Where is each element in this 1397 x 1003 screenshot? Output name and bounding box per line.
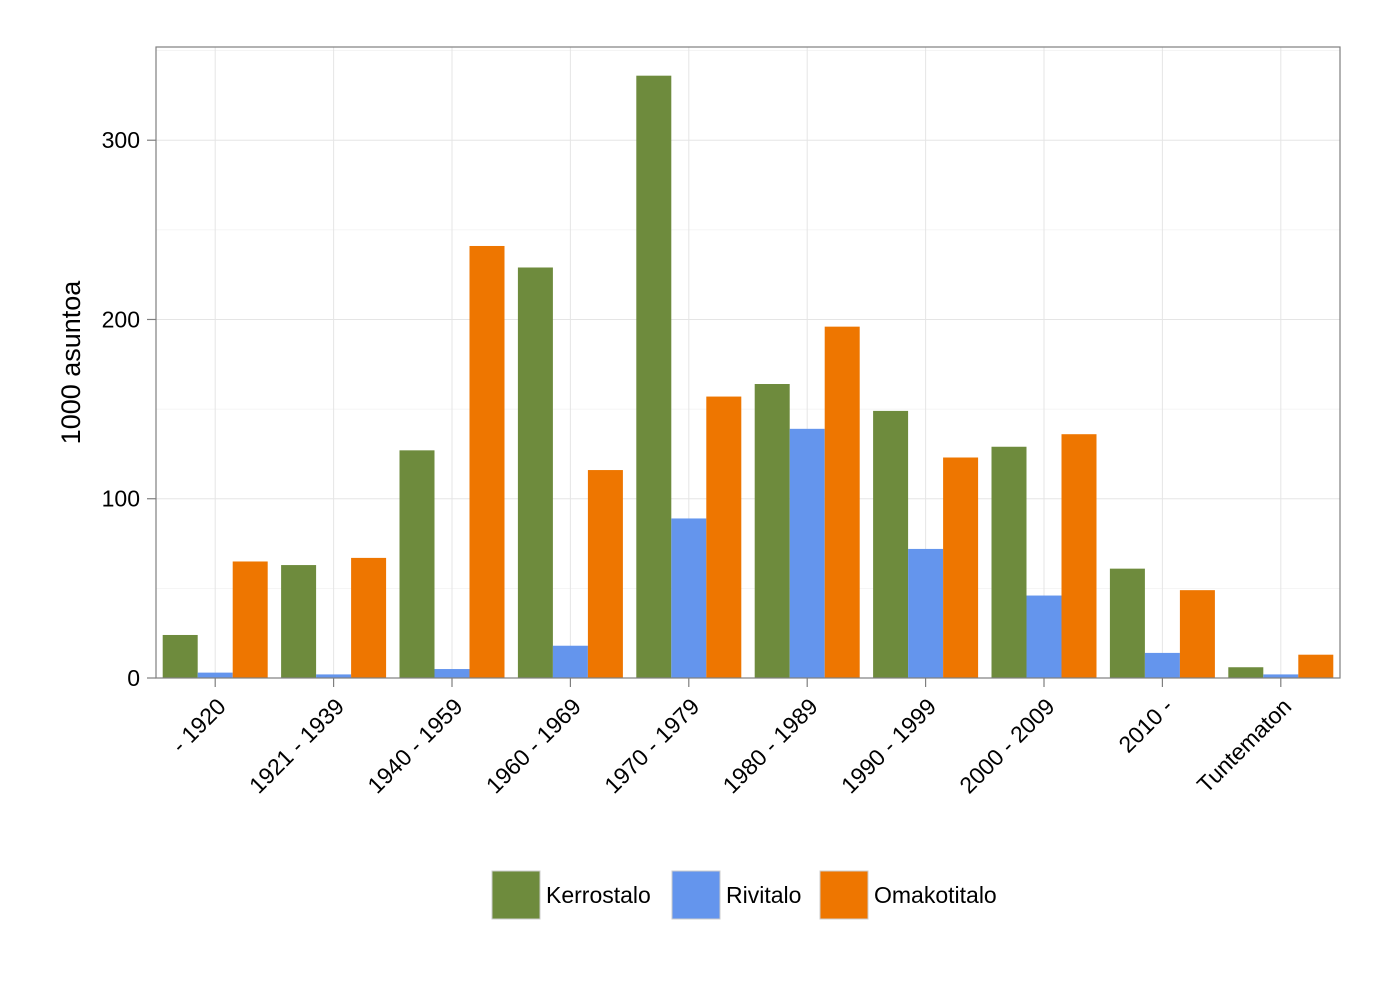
y-axis-label: 1000 asuntoa — [56, 280, 86, 445]
legend-key-rivitalo — [671, 870, 721, 920]
bar-omakotitalo-1 — [351, 557, 387, 678]
plot-panel-border — [155, 46, 1341, 679]
y-tick-label: 0 — [127, 665, 140, 691]
bar-rivitalo-0 — [197, 672, 233, 678]
x-tick-label: Tuntematon — [1192, 693, 1297, 798]
bar-kerrostalo-5 — [754, 384, 790, 678]
bar-kerrostalo-2 — [399, 450, 435, 678]
bar-kerrostalo-1 — [281, 565, 317, 678]
x-tick-label: 1980 - 1989 — [718, 693, 823, 798]
x-tick-label: 2010 - — [1113, 693, 1178, 758]
bar-kerrostalo-9 — [1228, 667, 1264, 678]
bar-omakotitalo-7 — [1061, 434, 1097, 678]
bar-rivitalo-5 — [789, 428, 825, 678]
bar-rivitalo-7 — [1026, 595, 1062, 678]
bar-omakotitalo-6 — [943, 457, 979, 678]
y-tick-label: 200 — [102, 306, 140, 332]
y-tick-label: 300 — [102, 127, 140, 153]
bar-rivitalo-4 — [671, 518, 707, 678]
bar-kerrostalo-8 — [1109, 568, 1145, 678]
legend-key-kerrostalo — [491, 870, 541, 920]
bar-rivitalo-9 — [1263, 674, 1299, 678]
bar-kerrostalo-0 — [162, 634, 198, 678]
x-tick-label: 2000 - 2009 — [954, 693, 1059, 798]
x-tick-label: 1970 - 1979 — [599, 693, 704, 798]
legend-label-kerrostalo: Kerrostalo — [546, 882, 651, 908]
bar-kerrostalo-3 — [517, 267, 553, 678]
grid-lines — [156, 47, 1340, 679]
bar-omakotitalo-2 — [469, 245, 505, 679]
bar-rivitalo-8 — [1144, 652, 1180, 678]
bars — [162, 75, 1334, 679]
bar-kerrostalo-6 — [873, 410, 909, 678]
bar-omakotitalo-9 — [1298, 654, 1334, 678]
y-tick-label: 100 — [102, 486, 140, 512]
bar-rivitalo-2 — [434, 669, 470, 678]
bar-rivitalo-3 — [552, 645, 588, 678]
legend: Kerrostalo Rivitalo Omakotitalo — [491, 870, 997, 920]
legend-key-omakotitalo — [819, 870, 869, 920]
bar-omakotitalo-8 — [1179, 590, 1215, 678]
x-tick-label: 1990 - 1999 — [836, 693, 941, 798]
bar-rivitalo-1 — [316, 674, 352, 678]
bar-rivitalo-6 — [908, 548, 944, 678]
bar-omakotitalo-4 — [706, 396, 742, 678]
bar-omakotitalo-0 — [232, 561, 268, 678]
legend-label-rivitalo: Rivitalo — [726, 882, 801, 908]
x-tick-label: 1960 - 1969 — [481, 693, 586, 798]
x-tick-label: 1940 - 1959 — [362, 693, 467, 798]
x-tick-label: 1921 - 1939 — [244, 693, 349, 798]
x-tick-label: - 1920 — [166, 693, 231, 758]
bar-kerrostalo-7 — [991, 446, 1027, 678]
legend-label-omakotitalo: Omakotitalo — [874, 882, 997, 908]
bar-omakotitalo-5 — [824, 326, 860, 678]
bar-kerrostalo-4 — [636, 75, 672, 678]
bar-omakotitalo-3 — [587, 470, 623, 678]
